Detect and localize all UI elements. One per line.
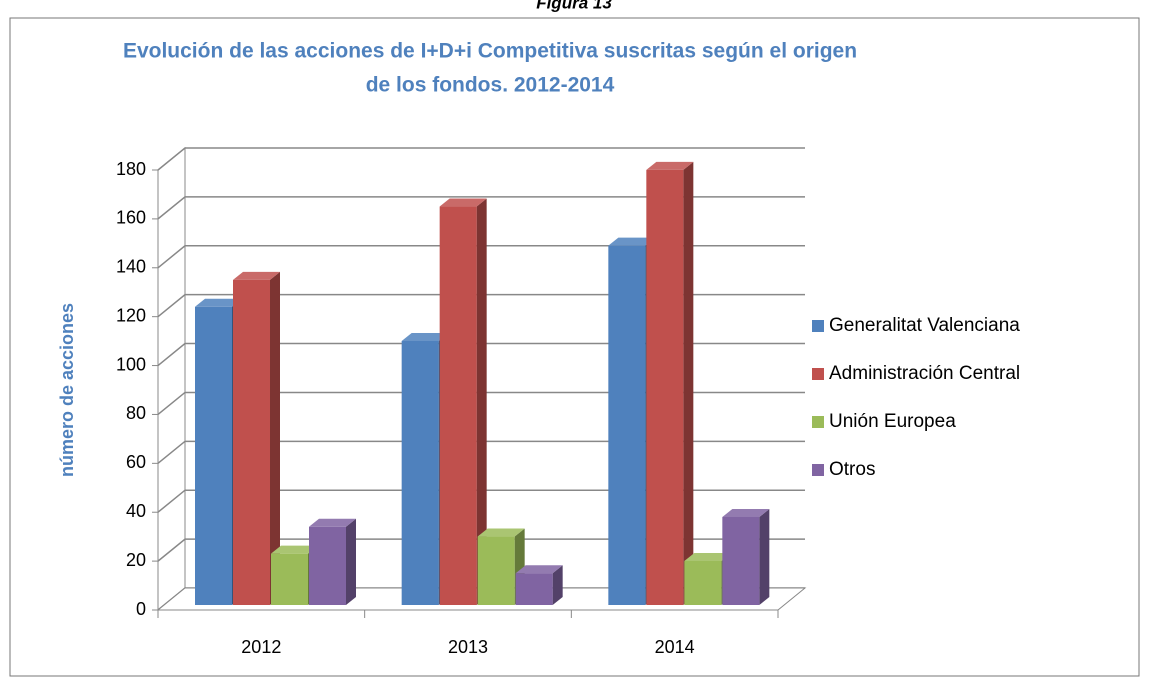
bar-side — [683, 161, 694, 605]
y-tick-label: 120 — [116, 305, 146, 325]
bar-top — [646, 161, 694, 170]
bar-front — [309, 526, 346, 605]
bar-front — [646, 169, 684, 605]
y-tick-label: 80 — [126, 403, 146, 423]
bar-top — [195, 298, 242, 307]
legend-label: Unión Europea — [829, 411, 956, 432]
bar — [477, 528, 525, 605]
grid-line — [157, 440, 805, 464]
bar — [722, 509, 770, 605]
bar-front — [515, 573, 553, 605]
bar-front — [195, 306, 232, 605]
chart-title: de los fondos. 2012-2014 — [366, 74, 615, 97]
bar — [515, 565, 563, 605]
bar-front — [233, 279, 270, 605]
bar-front — [608, 245, 646, 605]
bar-front — [684, 561, 722, 605]
side-wall — [157, 146, 186, 612]
bar-top — [309, 518, 356, 527]
grid-line — [157, 538, 805, 562]
grid-line — [157, 391, 805, 416]
legend-swatch — [812, 464, 824, 476]
bar-top — [271, 545, 318, 554]
x-tick-label: 2014 — [655, 637, 695, 657]
grid-line — [157, 245, 805, 269]
caption: Figura 13 — [536, 0, 612, 12]
bar-side — [346, 518, 356, 605]
bar-front — [401, 341, 439, 605]
x-tick-label: 2012 — [241, 637, 281, 657]
y-tick-label: 100 — [116, 354, 146, 374]
grid-line — [157, 293, 805, 318]
y-axis-label: número de acciones — [57, 303, 77, 477]
y-tick-label: 20 — [126, 550, 146, 570]
bar — [309, 518, 356, 605]
bar — [439, 198, 487, 606]
grid-line — [157, 489, 805, 513]
chart-title: Evolución de las acciones de I+D+i Compe… — [123, 40, 857, 63]
y-tick-label: 140 — [116, 257, 146, 277]
legend-swatch — [812, 368, 824, 380]
grid-line — [157, 342, 805, 367]
y-tick-label: 160 — [116, 208, 146, 228]
grid-line — [157, 196, 805, 220]
legend-swatch — [812, 416, 824, 428]
bar-top — [439, 198, 487, 207]
y-tick-label: 0 — [136, 599, 146, 619]
legend-label: Generalitat Valenciana — [829, 315, 1020, 336]
bar-side — [270, 271, 280, 605]
bar — [233, 271, 280, 605]
bar-front — [439, 206, 477, 606]
bar-top — [515, 565, 563, 574]
bar-top — [477, 528, 525, 537]
bar-side — [552, 565, 563, 605]
bar-front — [271, 553, 308, 605]
bar-top — [233, 271, 280, 280]
x-tick-label: 2013 — [448, 637, 488, 657]
y-tick-label: 180 — [116, 159, 146, 179]
y-tick-label: 60 — [126, 452, 146, 472]
bar — [646, 161, 694, 605]
y-tick-label: 40 — [126, 501, 146, 521]
bar-front — [477, 536, 515, 605]
bar-top — [684, 553, 732, 561]
grid-line — [157, 147, 805, 171]
legend-label: Administración Central — [829, 363, 1020, 384]
bar-side — [476, 198, 487, 606]
legend-label: Otros — [829, 459, 875, 480]
bar-side — [759, 509, 770, 605]
bar-top — [608, 237, 656, 246]
legend-swatch — [812, 320, 824, 332]
bar-top — [401, 333, 449, 341]
bar-top — [722, 509, 770, 517]
bar-front — [722, 517, 760, 605]
